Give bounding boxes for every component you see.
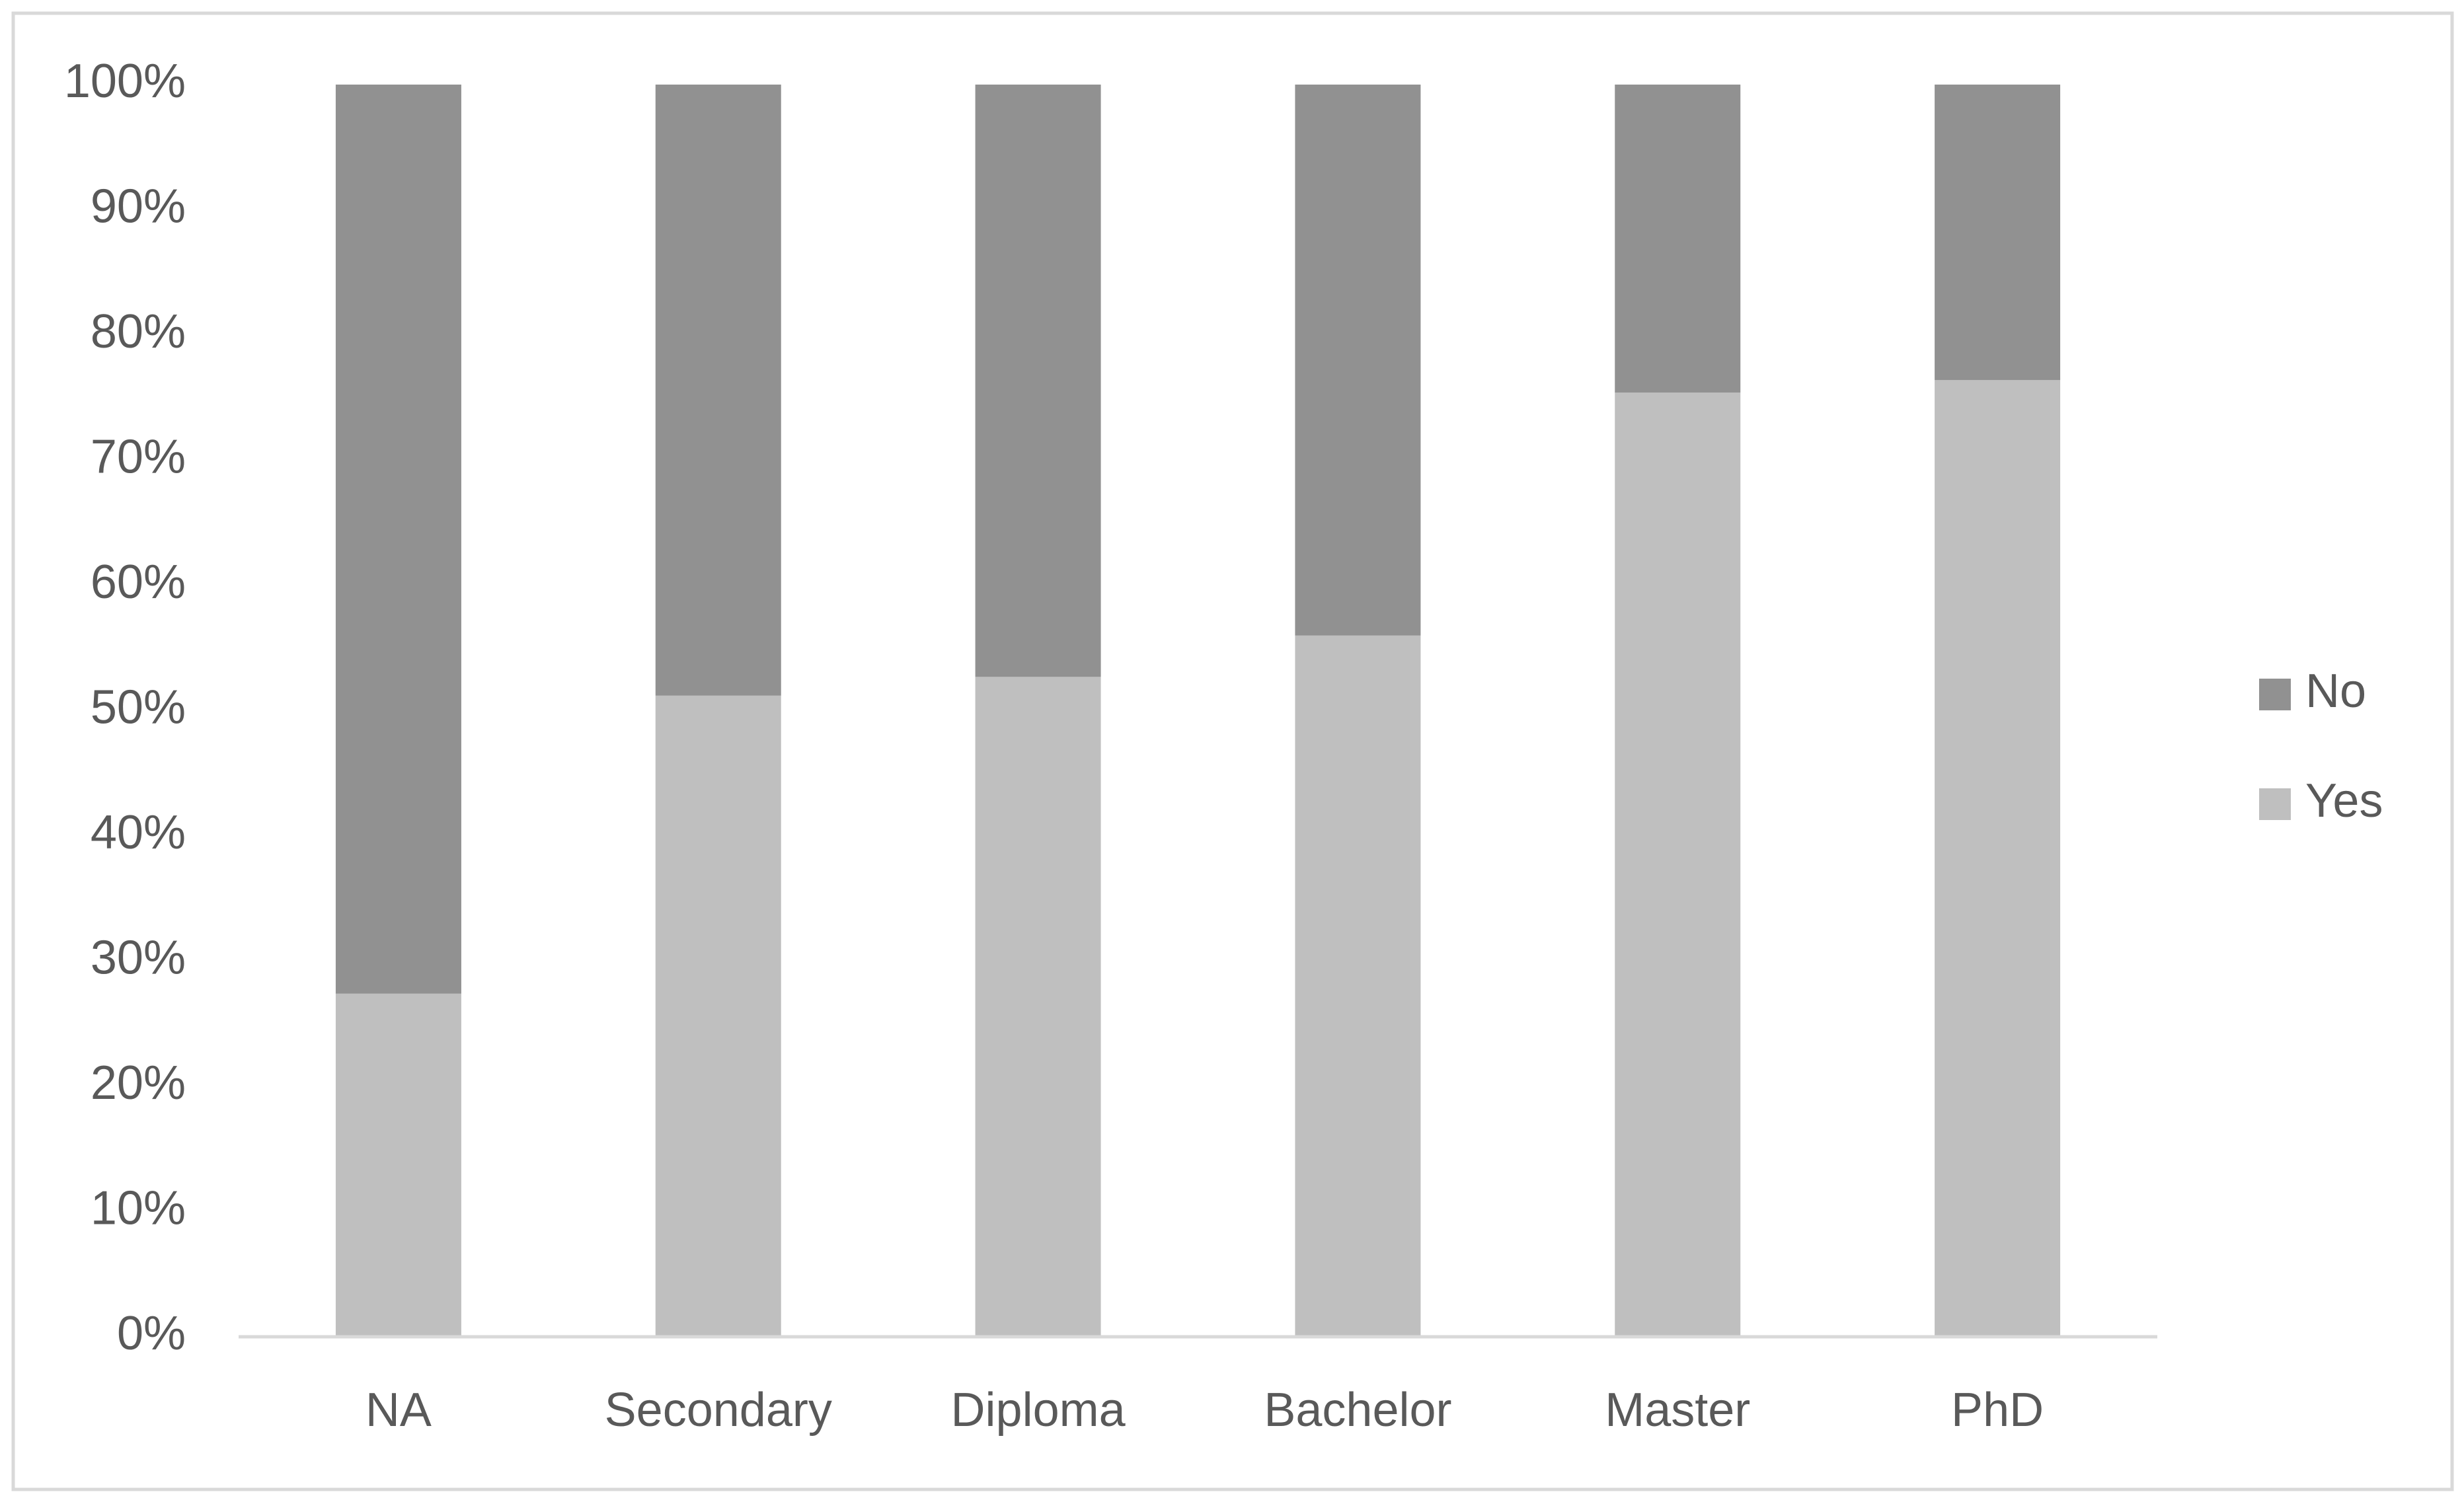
bar-segment — [335, 85, 461, 994]
bar-segment — [1615, 85, 1741, 393]
bar-segment — [975, 85, 1101, 677]
x-tick-label: NA — [366, 1384, 432, 1437]
bar-segment — [1295, 635, 1421, 1337]
y-tick-label: 80% — [91, 305, 186, 358]
y-tick-label: 100% — [64, 55, 186, 108]
bar-segment — [1295, 85, 1421, 636]
y-tick-label: 20% — [91, 1057, 186, 1109]
y-tick-label: 0% — [117, 1307, 186, 1360]
legend-label: No — [2305, 665, 2366, 718]
bar-segment — [975, 677, 1101, 1337]
y-tick-label: 70% — [91, 431, 186, 484]
x-tick-label: Master — [1605, 1384, 1750, 1437]
legend-marker — [2259, 788, 2291, 820]
legend-marker — [2259, 679, 2291, 710]
x-tick-label: Bachelor — [1264, 1384, 1451, 1437]
y-tick-label: 50% — [91, 681, 186, 734]
bar-segment — [1935, 380, 2061, 1337]
bar-segment — [655, 695, 781, 1337]
y-tick-label: 30% — [91, 932, 186, 985]
y-tick-label: 40% — [91, 806, 186, 859]
y-tick-label: 60% — [91, 556, 186, 609]
bar-segment — [1935, 85, 2061, 381]
bar-segment — [1615, 393, 1741, 1337]
bar-segment — [335, 993, 461, 1337]
x-tick-label: PhD — [1951, 1384, 2044, 1437]
y-tick-label: 90% — [91, 180, 186, 233]
legend-label: Yes — [2305, 774, 2383, 827]
x-tick-label: Secondary — [605, 1384, 832, 1437]
x-tick-label: Diploma — [951, 1384, 1126, 1437]
y-tick-label: 10% — [91, 1182, 186, 1235]
bar-segment — [655, 85, 781, 696]
